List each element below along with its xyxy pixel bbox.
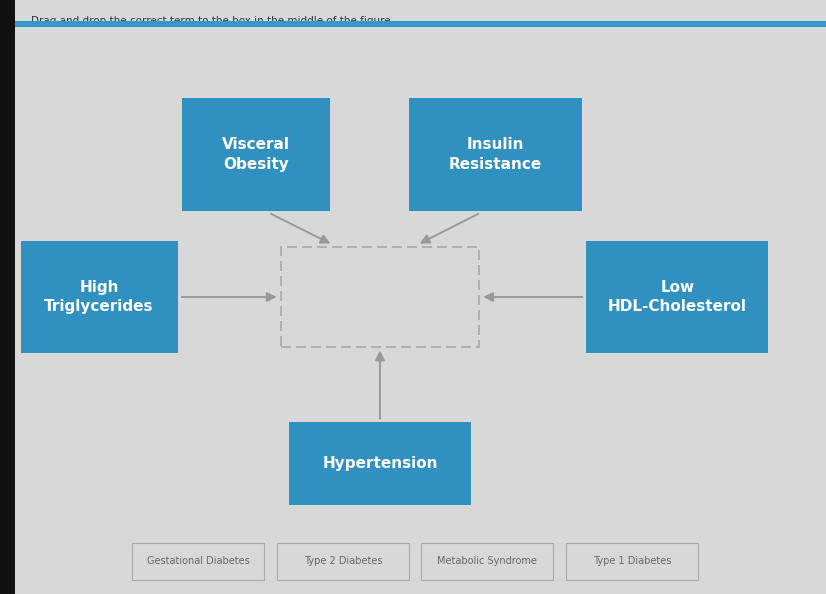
Text: Low
HDL-Cholesterol: Low HDL-Cholesterol (608, 280, 747, 314)
Bar (182, 98, 330, 211)
Bar (21, 241, 178, 353)
Text: Insulin
Resistance: Insulin Resistance (449, 137, 542, 172)
Bar (281, 247, 479, 347)
Bar (409, 98, 582, 211)
Text: Drag and drop the correct term to the box in the middle of the figure.: Drag and drop the correct term to the bo… (31, 16, 394, 26)
Bar (15, 21, 826, 27)
Text: Visceral
Obesity: Visceral Obesity (222, 137, 290, 172)
Text: High
Triglycerides: High Triglycerides (45, 280, 154, 314)
Text: Type 1 Diabetes: Type 1 Diabetes (593, 557, 671, 566)
Bar (566, 543, 698, 580)
Bar (0, 0, 15, 594)
Text: Gestational Diabetes: Gestational Diabetes (147, 557, 249, 566)
Bar (289, 422, 471, 505)
Bar (132, 543, 264, 580)
Text: Metabolic Syndrome: Metabolic Syndrome (438, 557, 537, 566)
Text: Hypertension: Hypertension (322, 456, 438, 471)
Bar (586, 241, 768, 353)
Bar (421, 543, 553, 580)
Text: Type 2 Diabetes: Type 2 Diabetes (303, 557, 382, 566)
Bar (277, 543, 409, 580)
